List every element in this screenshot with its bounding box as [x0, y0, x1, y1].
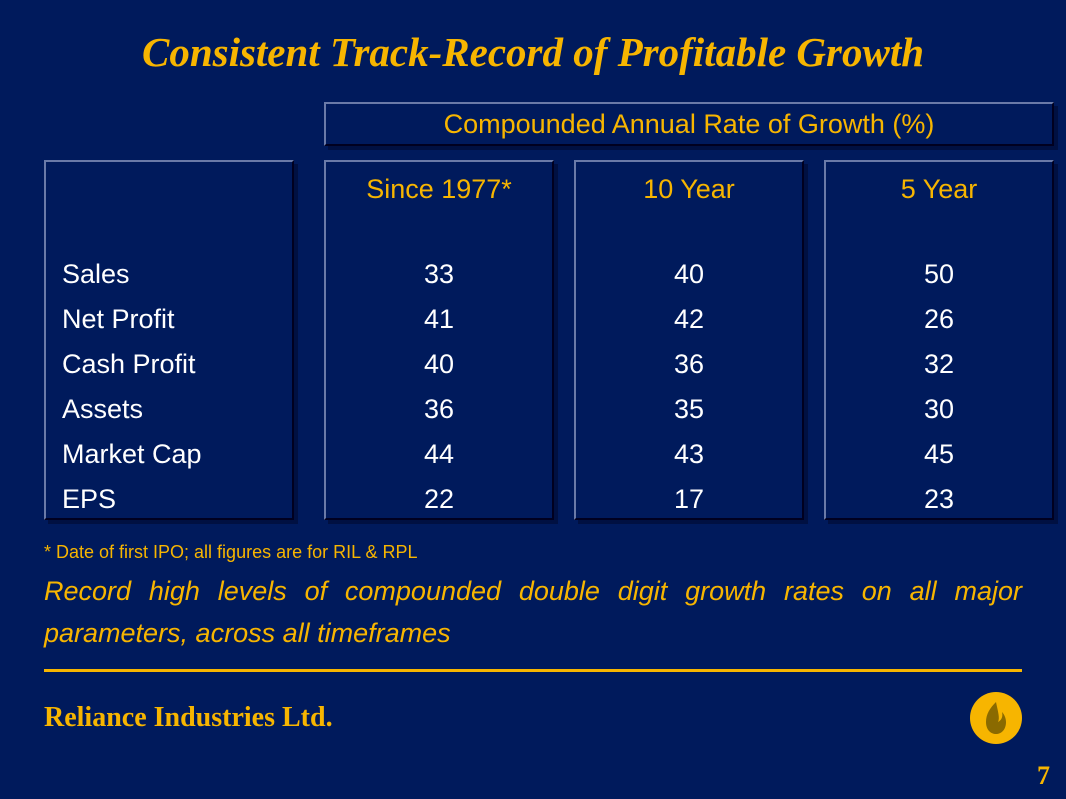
footer: Reliance Industries Ltd.	[44, 688, 1022, 748]
divider	[44, 669, 1022, 672]
row-label: Net Profit	[46, 297, 292, 342]
growth-table: Sales Net Profit Cash Profit Assets Mark…	[44, 160, 1022, 530]
cell: 35	[576, 387, 802, 432]
cell: 23	[826, 477, 1052, 522]
cell: 44	[326, 432, 552, 477]
row-labels-panel: Sales Net Profit Cash Profit Assets Mark…	[44, 160, 294, 520]
cell: 26	[826, 297, 1052, 342]
cell: 43	[576, 432, 802, 477]
cell: 36	[326, 387, 552, 432]
page-number: 7	[1037, 761, 1050, 791]
footnote-big: Record high levels of compounded double …	[44, 571, 1022, 655]
col-header: Since 1977*	[326, 172, 552, 252]
slide: Consistent Track-Record of Profitable Gr…	[0, 0, 1066, 799]
cell: 41	[326, 297, 552, 342]
cell: 42	[576, 297, 802, 342]
footnote-small: * Date of first IPO; all figures are for…	[44, 542, 1022, 563]
cell: 17	[576, 477, 802, 522]
row-label: Cash Profit	[46, 342, 292, 387]
row-label: Sales	[46, 252, 292, 297]
cell: 40	[576, 252, 802, 297]
col-header: 5 Year	[826, 172, 1052, 252]
col-5-year: 5 Year 50 26 32 30 45 23	[824, 160, 1054, 520]
cell: 40	[326, 342, 552, 387]
flame-icon	[976, 698, 1016, 738]
row-label: Market Cap	[46, 432, 292, 477]
col-since-1977: Since 1977* 33 41 40 36 44 22	[324, 160, 554, 520]
cell: 30	[826, 387, 1052, 432]
reliance-logo-icon	[970, 692, 1022, 744]
slide-title: Consistent Track-Record of Profitable Gr…	[44, 28, 1022, 76]
banner-text: Compounded Annual Rate of Growth (%)	[444, 109, 935, 140]
company-name: Reliance Industries Ltd.	[44, 702, 333, 734]
col-header: 10 Year	[576, 172, 802, 252]
cell: 36	[576, 342, 802, 387]
cell: 45	[826, 432, 1052, 477]
banner-panel: Compounded Annual Rate of Growth (%)	[324, 102, 1054, 146]
cell: 50	[826, 252, 1052, 297]
col-10-year: 10 Year 40 42 36 35 43 17	[574, 160, 804, 520]
banner: Compounded Annual Rate of Growth (%)	[324, 102, 1054, 146]
cell: 33	[326, 252, 552, 297]
row-label: Assets	[46, 387, 292, 432]
row-label: EPS	[46, 477, 292, 522]
cell: 22	[326, 477, 552, 522]
cell: 32	[826, 342, 1052, 387]
